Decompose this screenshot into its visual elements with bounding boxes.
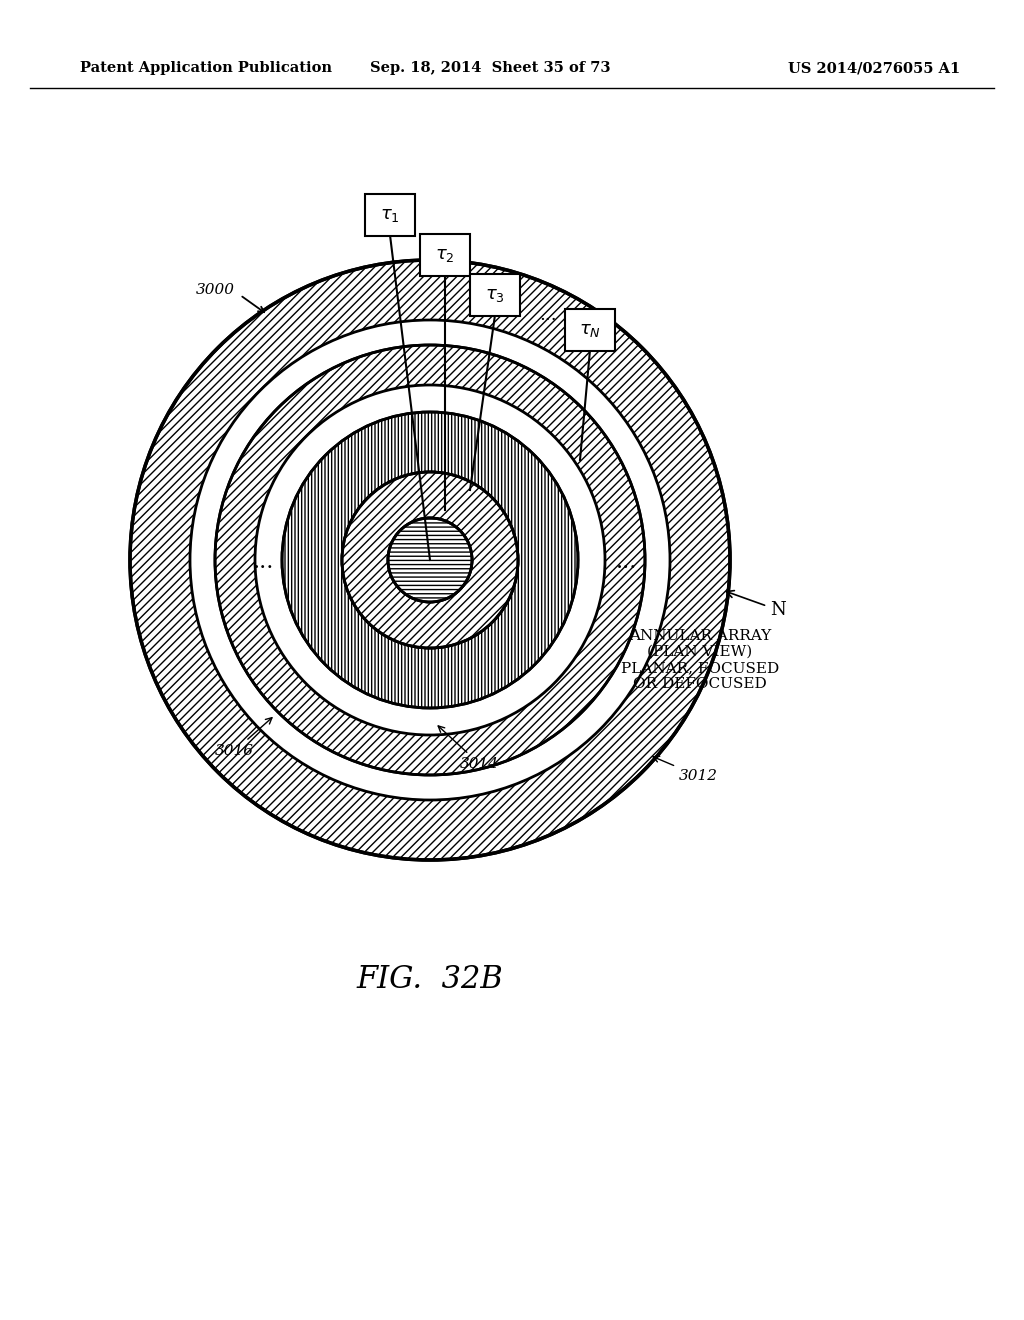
Text: ...: ... bbox=[616, 550, 638, 573]
FancyBboxPatch shape bbox=[365, 194, 415, 236]
Text: 3016: 3016 bbox=[215, 718, 272, 758]
Text: US 2014/0276055 A1: US 2014/0276055 A1 bbox=[787, 61, 961, 75]
Text: ANNULAR ARRAY
(PLAN VIEW)
PLANAR, FOCUSED
OR DEFOCUSED: ANNULAR ARRAY (PLAN VIEW) PLANAR, FOCUSE… bbox=[621, 628, 779, 692]
Circle shape bbox=[388, 517, 472, 602]
Text: Sep. 18, 2014  Sheet 35 of 73: Sep. 18, 2014 Sheet 35 of 73 bbox=[370, 61, 610, 75]
Circle shape bbox=[342, 473, 518, 648]
Circle shape bbox=[215, 345, 645, 775]
FancyBboxPatch shape bbox=[420, 234, 470, 276]
Text: ...: ... bbox=[540, 306, 557, 323]
Circle shape bbox=[388, 517, 472, 602]
Circle shape bbox=[282, 412, 578, 708]
Text: $\tau_N$: $\tau_N$ bbox=[579, 321, 601, 339]
Circle shape bbox=[255, 385, 605, 735]
Text: FIG.  32B: FIG. 32B bbox=[356, 965, 504, 995]
Text: $\tau_3$: $\tau_3$ bbox=[485, 286, 505, 304]
Circle shape bbox=[130, 260, 730, 861]
Text: 3012: 3012 bbox=[653, 756, 718, 783]
Text: $\tau_2$: $\tau_2$ bbox=[435, 246, 455, 264]
Text: $\tau_1$: $\tau_1$ bbox=[380, 206, 399, 224]
Text: 3014: 3014 bbox=[438, 726, 499, 771]
Text: Patent Application Publication: Patent Application Publication bbox=[80, 61, 332, 75]
Circle shape bbox=[342, 473, 518, 648]
FancyBboxPatch shape bbox=[565, 309, 615, 351]
Text: N: N bbox=[726, 590, 785, 619]
Text: ...: ... bbox=[253, 550, 274, 573]
FancyBboxPatch shape bbox=[470, 275, 520, 315]
Text: 3000: 3000 bbox=[196, 282, 234, 297]
Circle shape bbox=[190, 319, 670, 800]
